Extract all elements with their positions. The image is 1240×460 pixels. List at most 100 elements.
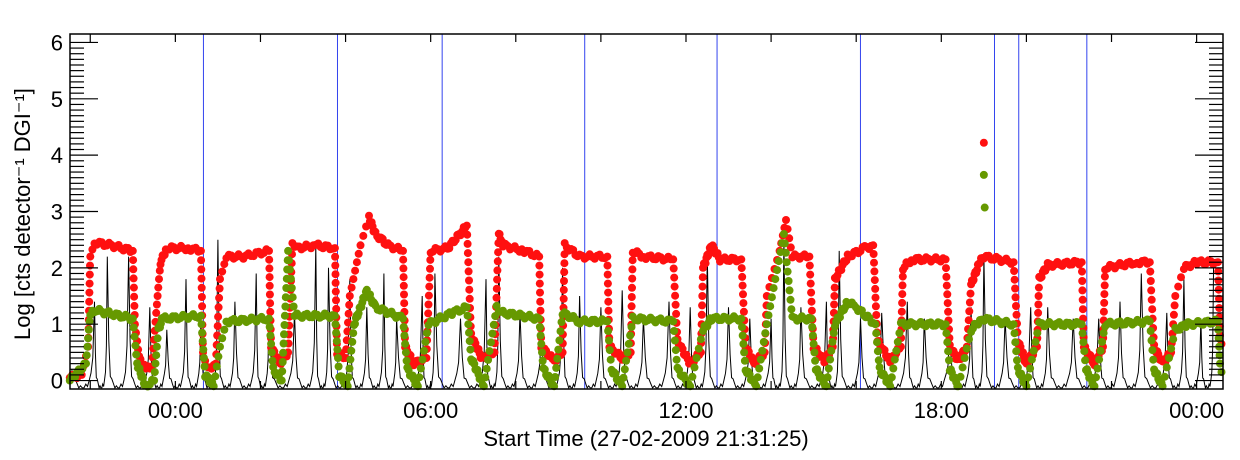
green-data-point <box>624 339 633 348</box>
green-data-point <box>267 339 276 348</box>
red-data-point <box>153 292 162 300</box>
green-data-point <box>415 373 424 382</box>
green-data-point <box>399 314 407 323</box>
red-data-point <box>424 309 433 318</box>
red-data-point <box>426 264 434 273</box>
green-data-point <box>413 382 422 391</box>
red-data-point <box>1214 285 1223 294</box>
red-data-point <box>603 270 612 279</box>
green-data-point <box>1031 337 1040 346</box>
series-green-dots <box>65 170 1226 391</box>
red-data-point <box>898 272 907 281</box>
green-data-point <box>484 355 493 364</box>
red-data-point <box>627 293 636 301</box>
green-data-point <box>349 329 358 338</box>
red-data-point <box>493 275 502 284</box>
red-data-point <box>1174 282 1183 291</box>
series-black-line <box>71 239 1215 390</box>
y-tick-label: 0 <box>51 369 63 394</box>
green-data-point <box>1096 346 1105 355</box>
green-data-point <box>556 327 565 336</box>
red-data-point <box>964 316 973 325</box>
green-data-point <box>895 329 904 338</box>
red-data-point <box>739 299 748 308</box>
green-data-point <box>152 351 161 360</box>
red-data-point <box>670 273 679 282</box>
red-data-point <box>197 256 206 265</box>
red-data-point <box>870 267 879 276</box>
red-data-point <box>830 283 839 292</box>
green-data-point <box>128 314 137 323</box>
green-data-point <box>279 348 288 357</box>
red-data-point <box>943 290 952 299</box>
red-data-point <box>130 292 139 301</box>
red-data-point <box>559 285 568 294</box>
green-data-point <box>150 376 159 385</box>
green-data-point <box>670 327 679 335</box>
green-data-point <box>332 328 341 337</box>
red-data-point <box>354 249 363 258</box>
red-data-point <box>1147 295 1156 304</box>
green-data-point <box>198 328 207 337</box>
red-data-point <box>1011 284 1020 293</box>
green-data-point <box>1093 364 1102 373</box>
x-tick-labels: 00:00 06:00 12:00 18:00 00:00 <box>148 398 1224 423</box>
red-data-point <box>399 264 408 273</box>
green-data-point <box>872 329 881 338</box>
red-data-point <box>604 288 613 297</box>
red-data-point <box>344 309 353 318</box>
green-data-point <box>1092 373 1100 382</box>
green-data-point <box>280 330 288 339</box>
red-data-point <box>1170 301 1179 310</box>
red-data-point <box>465 276 473 285</box>
red-data-point <box>603 261 612 270</box>
green-data-point <box>465 328 473 337</box>
green-data-point <box>278 358 287 366</box>
red-data-point <box>871 302 880 311</box>
red-data-point <box>560 268 569 277</box>
green-data-point <box>942 329 951 338</box>
red-data-point <box>215 293 224 302</box>
green-data-point <box>1213 317 1222 326</box>
red-data-point <box>493 257 502 266</box>
red-data-point <box>465 294 474 303</box>
green-data-point <box>196 311 205 320</box>
red-data-point <box>965 307 974 316</box>
red-data-point <box>807 288 816 297</box>
red-data-point <box>628 274 637 283</box>
red-data-point <box>559 294 568 303</box>
green-data-point <box>265 323 274 331</box>
green-data-point <box>771 275 780 284</box>
green-data-point <box>464 320 473 329</box>
red-data-point <box>351 266 360 275</box>
red-data-point <box>359 231 368 240</box>
green-data-point <box>285 265 294 274</box>
red-data-point <box>1009 258 1018 267</box>
green-data-point <box>740 348 749 357</box>
red-data-point <box>1034 283 1043 292</box>
red-data-point <box>805 261 814 270</box>
red-data-point <box>492 293 501 302</box>
red-data-point <box>536 288 544 297</box>
red-data-point <box>463 249 472 258</box>
green-data-point <box>962 344 971 353</box>
green-data-point <box>823 373 832 382</box>
red-data-point <box>129 256 138 265</box>
red-data-point <box>425 282 434 291</box>
green-data-point <box>1147 336 1156 345</box>
green-data-point <box>671 346 680 355</box>
red-data-point <box>807 297 816 306</box>
red-data-point <box>738 272 747 281</box>
green-data-point <box>627 323 636 331</box>
red-data-point <box>979 138 988 147</box>
plot-frame <box>69 33 1224 390</box>
green-data-point <box>829 329 838 338</box>
green-data-point <box>626 331 635 340</box>
red-data-point <box>85 297 94 306</box>
green-data-point <box>1215 351 1224 360</box>
green-data-point <box>1148 346 1157 355</box>
red-data-point <box>737 264 746 273</box>
green-data-point <box>780 239 789 248</box>
red-data-point <box>897 307 906 316</box>
green-data-point <box>944 347 953 356</box>
